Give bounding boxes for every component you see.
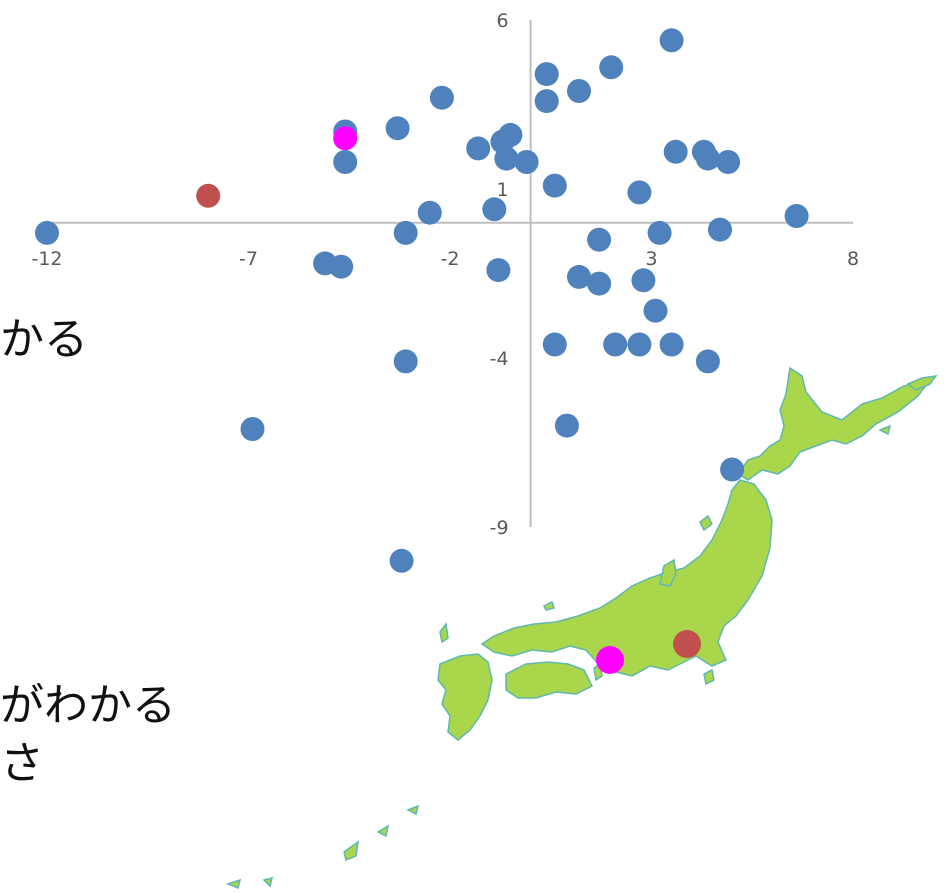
scatter-point xyxy=(587,271,612,296)
scatter-point xyxy=(333,150,358,174)
scatter-point xyxy=(627,180,652,205)
scatter-point xyxy=(429,85,454,110)
map-kyushu xyxy=(437,653,493,741)
scatter-point xyxy=(695,146,720,171)
map-nansei-2 xyxy=(376,824,390,838)
scatter-point xyxy=(534,89,559,114)
map-nansei-1 xyxy=(406,804,420,816)
y-tick-label: -4 xyxy=(490,348,509,370)
scatter-point xyxy=(659,332,684,357)
axis-ticks: -12 -7 -2 3 8 6 1 -4 -9 xyxy=(31,10,859,539)
scatter-point xyxy=(393,349,418,374)
scatter-point xyxy=(554,413,579,438)
map-marker-magenta xyxy=(596,646,624,674)
map-sado xyxy=(699,514,713,532)
map-marker-red xyxy=(673,630,701,658)
scatter-point xyxy=(695,349,720,374)
scatter-point xyxy=(627,332,652,357)
scatter-point xyxy=(333,126,358,151)
scatter-point xyxy=(486,258,511,283)
scatter-point xyxy=(784,204,809,228)
scatter-point xyxy=(631,268,656,293)
y-tick-label: -9 xyxy=(490,517,509,539)
scatter-point xyxy=(393,220,418,245)
scatter-point xyxy=(542,173,567,198)
scatter-point xyxy=(720,457,745,482)
scatter-point xyxy=(663,139,688,164)
scatter-point xyxy=(567,264,591,289)
scatter-point xyxy=(534,62,559,87)
scatter-point xyxy=(659,28,684,53)
scatter-point xyxy=(599,55,624,80)
scatter-point xyxy=(708,217,732,242)
x-tick-label: -2 xyxy=(441,248,460,270)
y-tick-label: 6 xyxy=(497,10,509,32)
x-tick-label: -7 xyxy=(239,248,258,270)
scatter-point xyxy=(647,220,672,245)
data-points xyxy=(35,28,809,573)
map-tsushima xyxy=(439,622,449,644)
scatter-point xyxy=(643,298,668,323)
map-hokkaido xyxy=(736,366,932,481)
scatter-point xyxy=(514,150,539,174)
scatter-point xyxy=(482,197,507,222)
y-tick-label: 1 xyxy=(497,179,509,201)
map-nansei-5 xyxy=(262,876,274,888)
scatter-point xyxy=(329,254,354,279)
map-izu xyxy=(703,668,715,686)
slide-text-line-3: さ xyxy=(0,738,44,789)
map-noto xyxy=(659,558,677,587)
x-tick-label: 3 xyxy=(645,248,657,270)
map-nansei-4 xyxy=(225,878,242,890)
map-kuril-2 xyxy=(878,424,892,436)
japan-map xyxy=(225,366,938,890)
map-shikoku xyxy=(505,661,594,699)
scatter-point xyxy=(542,332,567,357)
slide-text-line-2: がわかる xyxy=(0,680,176,731)
x-tick-label: 8 xyxy=(847,248,859,270)
scatter-point xyxy=(603,332,628,357)
map-oki xyxy=(542,600,555,611)
scatter-point xyxy=(567,79,591,103)
scatter-point xyxy=(716,150,741,174)
scatter-point xyxy=(196,183,221,208)
scatter-point xyxy=(494,146,519,171)
scatter-point xyxy=(417,200,442,225)
scatter-point xyxy=(385,116,410,141)
scatter-point xyxy=(35,220,59,245)
scatter-point xyxy=(240,417,265,441)
map-nansei-3 xyxy=(343,840,359,862)
map-kuril-1 xyxy=(906,375,938,391)
x-tick-label: -12 xyxy=(31,248,62,270)
scatter-point xyxy=(587,227,612,252)
scatter-chart: -12 -7 -2 3 8 6 1 -4 -9 xyxy=(31,10,859,573)
scatter-point xyxy=(389,548,414,573)
map-honshu xyxy=(480,479,773,677)
scatter-point xyxy=(466,136,491,161)
slide-text-line-1: かる xyxy=(0,314,88,365)
